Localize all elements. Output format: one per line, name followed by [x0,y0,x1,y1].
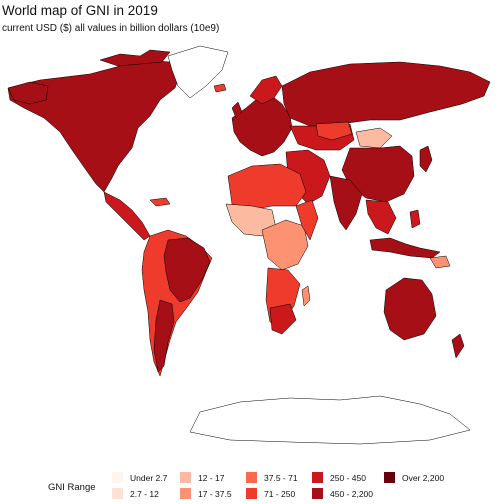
legend-swatch-37-5-71 [246,472,257,483]
north-africa-land [227,163,307,211]
central-africa-land [261,219,309,271]
uk-land [231,101,243,119]
brazil-land [163,237,211,303]
legend-swatch-450-2200 [312,488,323,499]
iceland-land [213,83,227,93]
legend-swatch-over-2200 [384,472,395,483]
legend-title: GNI Range [48,482,96,493]
mongolia-land [355,127,393,149]
map-title: World map of GNI in 2019 [2,3,158,18]
legend-label-2-7-12: 2.7 - 12 [130,489,159,499]
legend-label-250-450: 250 - 450 [330,473,366,483]
indonesia-land [369,237,441,259]
greenland-land [167,45,229,99]
north-america-land [7,59,181,193]
argentina-land [153,299,175,373]
madagascar-land [301,285,311,307]
map-subtitle: current USD ($) all values in billion do… [2,23,220,34]
philippines-land [409,209,421,229]
legend-label-17-37-5: 17 - 37.5 [198,489,232,499]
new-zealand-land [451,333,465,359]
russia-land [281,61,491,127]
south-africa-land [269,303,297,335]
scandinavia-land [249,75,283,105]
antarctica-land [189,395,471,445]
legend-swatch-71-250 [246,488,257,499]
east-africa-land [295,199,319,241]
kazakhstan-land [315,121,353,141]
legend-label-71-250: 71 - 250 [264,489,296,499]
australia-land [383,277,437,341]
legend-swatch-under-2-7 [112,472,123,483]
japan-land [419,145,433,173]
legend-swatch-17-37-5 [180,488,191,499]
legend-swatch-250-450 [312,472,323,483]
legend-label-over-2200: Over 2,200 [402,473,445,483]
alaska-land [7,81,49,105]
europe-land [231,95,293,157]
central-america-land [103,191,151,241]
legend-label-37-5-71: 37.5 - 71 [264,473,298,483]
caribbean-islands [149,197,171,207]
world-map [7,45,491,445]
legend-swatch-12-17 [180,472,191,483]
legend-swatch-2-7-12 [112,488,123,499]
legend-label-12-17: 12 - 17 [198,473,225,483]
papua-new-guinea-land [429,255,451,269]
canadian-arctic-islands [99,49,171,67]
india-land [329,175,363,231]
southeast-asia-land [365,199,397,235]
legend-label-450-2200: 450 - 2,200 [330,489,374,499]
legend-label-under-2-7: Under 2.7 [130,473,168,483]
